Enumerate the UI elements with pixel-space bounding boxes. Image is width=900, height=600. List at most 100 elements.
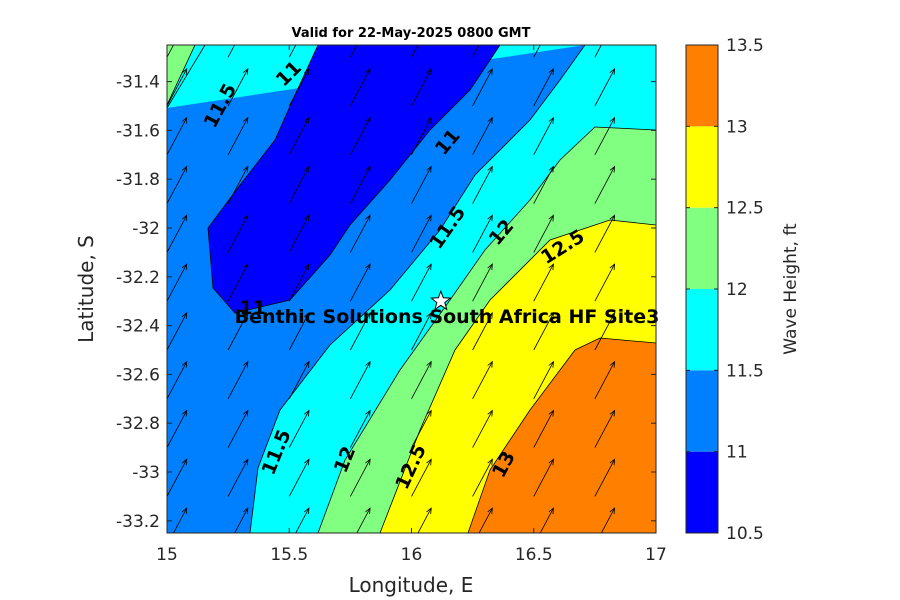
- vector-shaft: [288, 459, 310, 497]
- vector-shaft: [288, 166, 310, 204]
- vector-shaft: [288, 45, 297, 58]
- vector-shaft: [288, 361, 310, 399]
- vector-head: [548, 165, 554, 173]
- vector-shaft: [656, 508, 676, 545]
- vector-shaft: [533, 263, 554, 302]
- vector-head: [671, 411, 676, 417]
- x-tick-label: 16.5: [515, 545, 553, 565]
- vector-shaft: [655, 153, 656, 155]
- vector-head: [426, 507, 432, 515]
- vector-shaft: [288, 117, 310, 155]
- vector-head: [242, 214, 249, 222]
- vector-shaft: [234, 507, 249, 533]
- vector-head: [548, 409, 554, 417]
- vector-head: [243, 20, 248, 26]
- vector-shaft: [417, 507, 432, 533]
- y-tick-label: -31.8: [116, 170, 160, 190]
- vector-shaft: [411, 117, 432, 155]
- vector-shaft: [350, 312, 371, 351]
- contour-fills: [167, 45, 656, 533]
- vector-head: [548, 312, 554, 319]
- vector-shaft: [167, 361, 188, 399]
- vector-head: [671, 264, 676, 270]
- colorbar-tick-label: 13.5: [726, 36, 764, 56]
- vector-head: [671, 118, 676, 124]
- vector-head: [671, 362, 676, 368]
- y-tick-label: -32.6: [116, 365, 160, 385]
- vector-shaft: [167, 68, 188, 107]
- band-13-13.5: [468, 338, 656, 533]
- vector-shaft: [227, 263, 249, 302]
- vector-shaft: [227, 117, 249, 155]
- y-tick-label: -31.6: [116, 121, 160, 141]
- vector-shaft: [167, 312, 188, 351]
- vector-head: [365, 68, 371, 75]
- vector-shaft: [227, 68, 249, 107]
- vector-head: [242, 312, 249, 319]
- vector-head: [548, 507, 554, 515]
- vector-shaft: [594, 410, 615, 448]
- colorbar-band: [686, 45, 718, 127]
- vector-shaft: [655, 300, 656, 302]
- vector-shaft: [533, 45, 541, 58]
- vector-head: [487, 312, 493, 319]
- colorbar-band: [686, 370, 718, 452]
- vector-head: [487, 507, 493, 515]
- x-axis-label: Longitude, E: [349, 573, 474, 597]
- vector-shaft: [167, 45, 174, 58]
- vector-shaft: [472, 361, 493, 399]
- vector-head: [609, 116, 616, 124]
- vector-head: [548, 263, 554, 271]
- vector-shaft: [478, 507, 493, 533]
- vector-shaft: [350, 263, 371, 302]
- vector-shaft: [227, 361, 249, 399]
- vector-head: [365, 263, 371, 271]
- vector-head: [304, 214, 310, 222]
- vector-head: [671, 459, 676, 465]
- vector-shaft: [655, 495, 656, 497]
- vector-shaft: [533, 459, 554, 497]
- colorbar-tick-label: 11: [726, 443, 748, 463]
- vector-head: [181, 312, 188, 319]
- current-vectors: [167, 20, 676, 545]
- vector-head: [548, 214, 554, 222]
- vector-shaft: [533, 312, 554, 351]
- vector-shaft: [227, 215, 249, 253]
- y-tick-label: -32.4: [116, 317, 160, 337]
- vector-shaft: [594, 117, 615, 155]
- vector-head: [426, 165, 432, 173]
- vector-head: [548, 116, 554, 124]
- vector-head: [549, 20, 554, 26]
- vector-shaft: [411, 459, 432, 497]
- star-icon: [429, 289, 452, 311]
- contour-lines: [167, 45, 656, 533]
- vector-head: [487, 458, 493, 466]
- vector-shaft: [227, 459, 249, 497]
- vector-head: [181, 165, 188, 173]
- vector-head: [609, 507, 616, 515]
- vector-head: [304, 263, 310, 271]
- vector-shaft: [600, 507, 615, 533]
- vector-head: [487, 165, 493, 173]
- vector-shaft: [227, 410, 249, 448]
- colorbar-tick-label: 12: [726, 280, 748, 300]
- vector-shaft: [472, 263, 493, 302]
- vector-head: [304, 458, 310, 466]
- vector-head: [548, 458, 554, 466]
- x-tick-label: 16: [401, 545, 423, 565]
- vector-head: [426, 360, 432, 368]
- vector-head: [426, 263, 432, 271]
- vector-shaft: [594, 361, 615, 399]
- y-tick-label: -32.2: [116, 268, 160, 288]
- y-tick-label: -33: [132, 463, 160, 483]
- x-tick-label: 15: [156, 545, 178, 565]
- vector-head: [426, 116, 432, 124]
- vector-head: [242, 263, 249, 271]
- vector-head: [242, 507, 249, 515]
- vector-head: [609, 312, 616, 319]
- vector-shaft: [472, 166, 493, 204]
- vector-shaft: [594, 166, 615, 204]
- x-tick-label: 15.5: [270, 545, 308, 565]
- vector-head: [304, 409, 310, 417]
